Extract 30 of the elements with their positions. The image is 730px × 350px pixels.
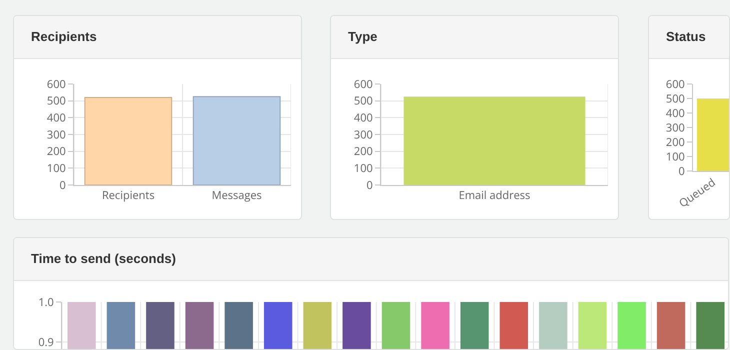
- y-tick-label: 100: [46, 161, 66, 176]
- y-tick-label: 0: [366, 178, 373, 193]
- y-tick-label: 300: [46, 127, 66, 142]
- y-tick-label: 500: [354, 94, 373, 109]
- y-tick-label: 400: [354, 110, 373, 126]
- y-tick-label: 200: [666, 134, 685, 150]
- chart-title: Type: [331, 16, 618, 59]
- y-tick-label: 400: [46, 110, 66, 126]
- y-tick-label: 0.9: [38, 334, 54, 350]
- x-tick-label: Email address: [458, 188, 530, 204]
- y-tick-label: 600: [354, 76, 373, 92]
- y-tick-label: 1.0: [38, 294, 54, 310]
- chart-title: Time to send (seconds): [14, 238, 728, 281]
- x-tick-label: Recipients: [102, 188, 155, 204]
- y-tick-label: 600: [666, 76, 685, 92]
- y-tick-label: 300: [354, 127, 373, 142]
- y-tick-label: 600: [46, 76, 66, 92]
- y-tick-label: 100: [354, 161, 373, 176]
- y-tick-label: 400: [666, 106, 685, 121]
- y-tick-label: 0: [60, 178, 66, 193]
- x-tick-label: Messages: [212, 188, 262, 204]
- y-tick-label: 500: [666, 91, 685, 106]
- chart-title: Recipients: [14, 16, 301, 59]
- y-tick-label: 300: [666, 120, 685, 136]
- y-tick-label: 0: [678, 164, 685, 179]
- chart-title: Status: [649, 16, 729, 59]
- y-tick-label: 200: [46, 144, 66, 160]
- y-tick-label: 200: [354, 144, 373, 160]
- y-tick-label: 500: [46, 94, 66, 109]
- y-tick-label: 100: [666, 149, 685, 164]
